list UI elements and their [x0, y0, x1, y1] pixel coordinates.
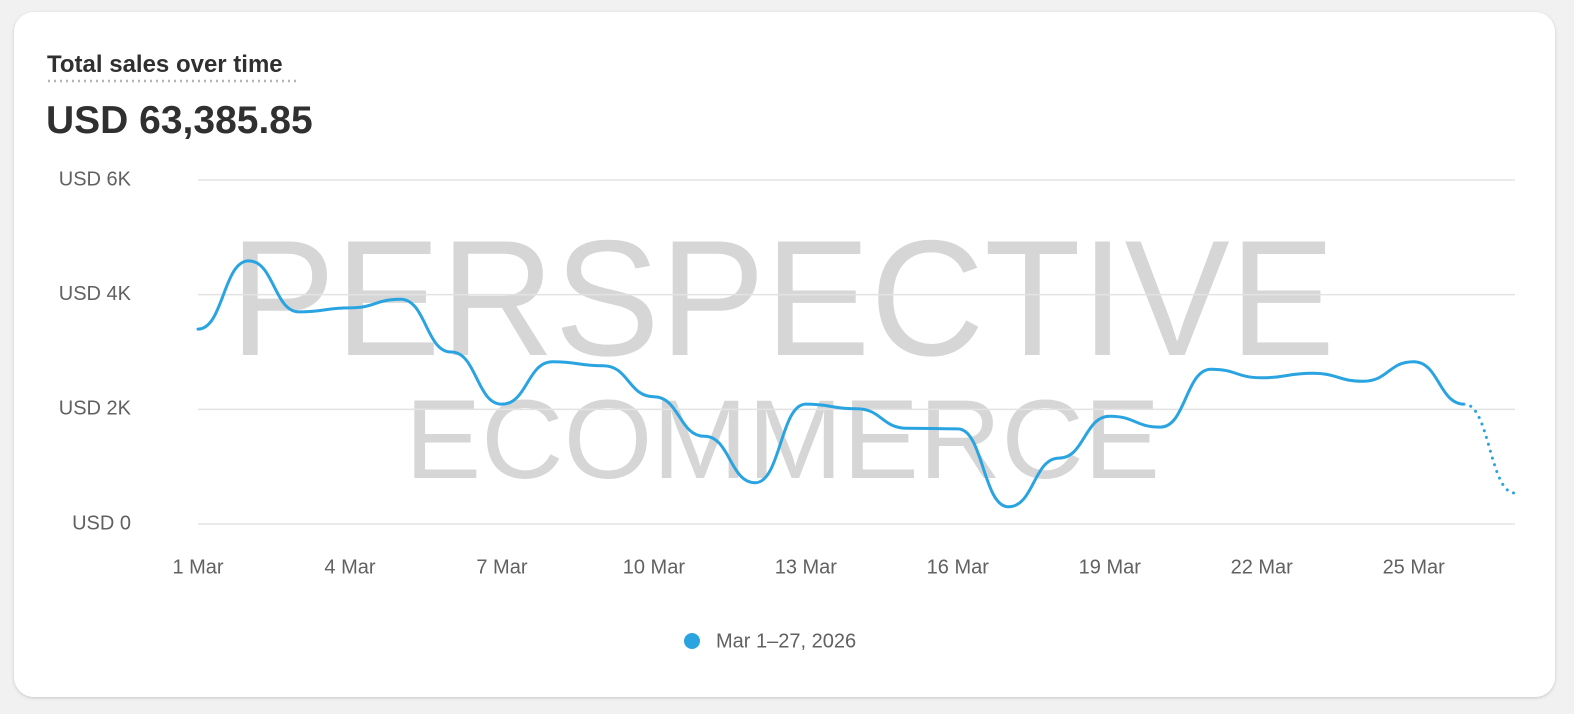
card-title: Total sales over time [47, 51, 283, 78]
card [14, 12, 1555, 697]
watermark: PERSPECTIVE [230, 206, 1335, 390]
y-tick-label: USD 2K [59, 398, 132, 420]
series-line [196, 259, 1465, 509]
legend-label: Mar 1–27, 2026 [716, 630, 856, 652]
y-tick-label: USD 0 [72, 512, 131, 534]
legend-swatch [684, 633, 700, 649]
x-tick-label: 19 Mar [1079, 556, 1142, 578]
total-value: USD 63,385.85 [46, 99, 313, 142]
x-tick-label: 16 Mar [927, 556, 990, 578]
x-tick-label: 7 Mar [476, 556, 527, 578]
x-tick-label: 25 Mar [1383, 556, 1446, 578]
x-tick-label: 10 Mar [623, 556, 686, 578]
legend-item: Mar 1–27, 2026 [684, 630, 856, 652]
x-tick-label: 4 Mar [324, 556, 375, 578]
y-tick-label: USD 4K [59, 283, 132, 305]
x-tick-label: 1 Mar [172, 556, 223, 578]
x-tick-label: 13 Mar [775, 556, 838, 578]
x-tick-label: 22 Mar [1231, 556, 1294, 578]
y-tick-label: USD 6K [59, 168, 132, 190]
